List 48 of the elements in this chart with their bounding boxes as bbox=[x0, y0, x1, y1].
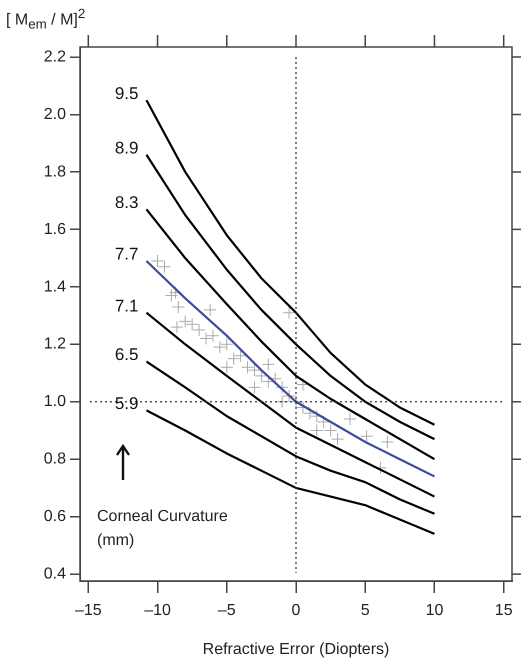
point bbox=[380, 435, 394, 448]
y-tick-label: 1.2 bbox=[44, 336, 66, 353]
y-tick-label: 2.0 bbox=[44, 106, 66, 123]
y-tick-label: 0.4 bbox=[44, 566, 66, 583]
point bbox=[178, 314, 192, 328]
point bbox=[276, 395, 289, 408]
point bbox=[206, 329, 220, 342]
point bbox=[344, 412, 356, 426]
point bbox=[262, 358, 275, 371]
series-label: 7.1 bbox=[114, 296, 138, 316]
y-tick-label: 1.8 bbox=[44, 163, 66, 180]
y-tick-label: 0.6 bbox=[44, 508, 66, 526]
y-tick-label: 2.2 bbox=[44, 48, 66, 66]
point bbox=[164, 288, 178, 302]
point bbox=[172, 300, 185, 314]
point bbox=[213, 340, 226, 354]
point bbox=[310, 424, 324, 437]
point bbox=[282, 306, 296, 320]
x-tick-label: –10 bbox=[144, 602, 171, 620]
series-label: 8.3 bbox=[114, 192, 138, 212]
annotation: Corneal Curvature (mm) bbox=[97, 507, 229, 551]
x-tick-label: –15 bbox=[74, 602, 102, 620]
y-tick-label: 1.4 bbox=[44, 278, 66, 296]
point bbox=[170, 320, 184, 334]
point bbox=[169, 286, 182, 300]
y-tick-label: 0.8 bbox=[44, 450, 66, 468]
series-label: 9.5 bbox=[114, 84, 138, 103]
point bbox=[220, 360, 234, 374]
x-tick-label: 10 bbox=[426, 602, 444, 620]
point bbox=[241, 360, 254, 374]
y-tick-label: 1.6 bbox=[44, 220, 66, 238]
series-label: 7.7 bbox=[114, 244, 138, 264]
x-axis-title: Refractive Error (Diopters) bbox=[202, 640, 390, 658]
y-tick-label: 1.0 bbox=[44, 393, 66, 410]
y-axis-title: [ M$_{em}$ / M]$^{2}$ bbox=[6, 6, 86, 32]
point bbox=[374, 461, 387, 474]
series-label: 5.9 bbox=[114, 394, 138, 414]
point bbox=[227, 352, 240, 366]
point bbox=[220, 338, 234, 351]
x-tick-label: –5 bbox=[218, 602, 236, 620]
series-label: 8.9 bbox=[114, 138, 138, 158]
point bbox=[248, 380, 261, 394]
x-tick-label: 15 bbox=[494, 602, 513, 620]
point bbox=[204, 303, 217, 316]
x-tick-label: 5 bbox=[360, 602, 370, 620]
series-label: 6.5 bbox=[114, 345, 138, 364]
x-tick-label: 0 bbox=[292, 602, 301, 620]
point bbox=[360, 430, 374, 443]
